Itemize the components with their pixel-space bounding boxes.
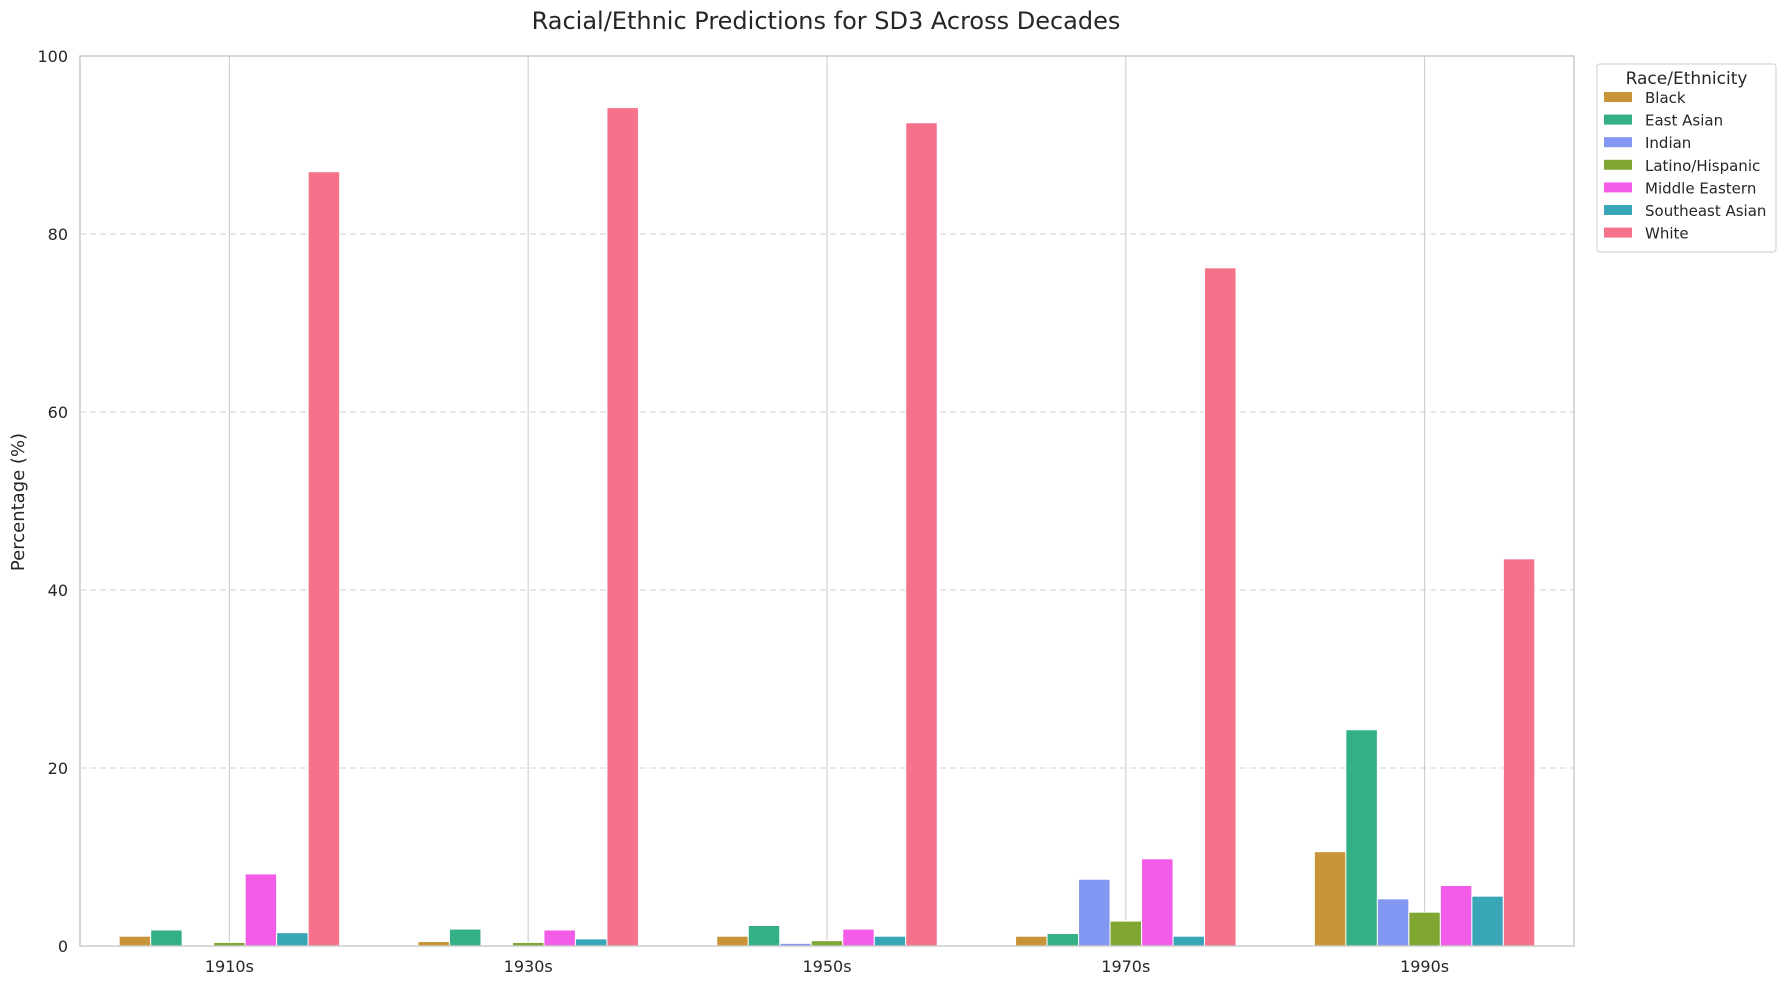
bar [1471,895,1504,947]
bar [1204,267,1237,947]
bar [448,928,482,947]
legend-swatch [1604,114,1632,125]
bar [1046,933,1080,947]
x-tick-label: 1950s [802,957,851,976]
bar [716,935,749,947]
bar [1015,935,1048,947]
bar [543,929,576,947]
legend-swatch [1604,137,1632,148]
legend-box [1596,63,1777,253]
x-tick-label: 1970s [1101,957,1150,976]
chart-title: Racial/Ethnic Predictions for SD3 Across… [532,7,1121,35]
bar [1313,851,1347,947]
legend-label: Black [1645,89,1686,107]
y-tick-label: 0 [58,937,68,956]
legend-swatch [1604,92,1632,102]
bar [1141,858,1174,947]
legend-swatch [1604,159,1632,170]
bar [842,928,875,947]
bar [307,171,341,947]
legend-title: Race/Ethnicity [1626,69,1748,89]
y-tick-label: 60 [48,403,68,422]
bar [1109,920,1143,947]
bar [276,932,309,947]
legend-label: Southeast Asian [1645,202,1766,220]
bar [244,873,278,947]
legend-swatch [1604,182,1632,193]
y-axis-label: Percentage (%) [8,433,29,571]
plot-frame [79,55,1575,947]
y-tick-label: 40 [48,581,68,600]
y-tick-label: 20 [48,759,68,778]
legend-label: East Asian [1645,112,1723,130]
bar [118,935,152,947]
x-tick-label: 1990s [1400,957,1449,976]
y-tick-label: 100 [37,47,68,66]
legend-swatch [1604,205,1632,215]
bar [1439,884,1473,947]
plot-area: 0 20 40 60 80 100 1910s 1930s 1950s 1970s 1990s [37,47,1575,976]
bar [606,107,639,947]
bar [1172,935,1206,947]
bar [747,925,781,947]
legend-label: White [1645,225,1689,243]
legend-swatch [1604,227,1632,238]
x-tick-label: 1910s [205,957,254,976]
legend-label: Latino/Hispanic [1645,157,1760,175]
bar [1502,558,1536,947]
x-tick-label: 1930s [504,957,553,976]
bar [1078,878,1111,947]
legend-label: Middle Eastern [1645,179,1756,197]
bar [1376,898,1410,947]
bar [873,935,907,947]
bar [574,938,608,947]
bar [1345,729,1378,947]
legend-label: Indian [1645,134,1691,152]
bar [905,122,938,947]
bar [150,929,183,947]
bar [1408,911,1441,947]
bar [810,940,844,947]
y-tick-label: 80 [48,225,68,244]
